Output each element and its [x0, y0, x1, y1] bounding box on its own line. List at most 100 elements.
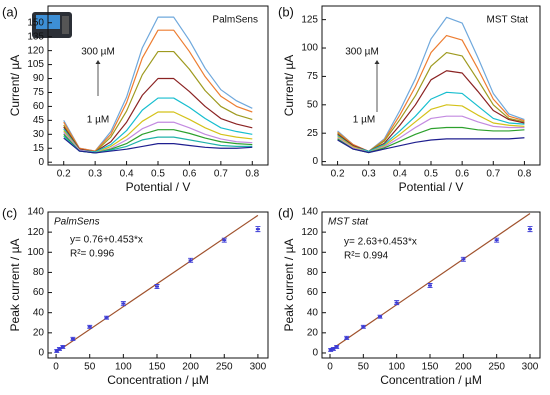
- y-tick-label: 50: [307, 99, 319, 110]
- panel-title: MST Stat: [487, 15, 529, 26]
- x-tick-label: 0.8: [517, 169, 531, 180]
- y-axis-label: Peak current / µA: [8, 239, 22, 332]
- panel-label: (b): [278, 4, 294, 19]
- curve: [63, 29, 253, 152]
- y-tick-label: 150: [27, 17, 44, 28]
- y-tick-label: 60: [33, 101, 45, 112]
- data-point: [344, 336, 349, 339]
- x-tick-label: 150: [149, 362, 166, 373]
- annotation: R²= 0.994: [344, 251, 389, 262]
- data-point: [331, 347, 336, 350]
- x-tick-label: 250: [216, 362, 233, 373]
- data-point: [255, 228, 260, 231]
- y-axis-label: Peak current / µA: [282, 239, 296, 332]
- y-axis-label: Current/ µA: [8, 55, 22, 117]
- x-tick-label: 100: [115, 362, 132, 373]
- y-tick-label: 0: [38, 348, 44, 359]
- annotation: R²= 0.996: [70, 249, 115, 260]
- curve: [63, 97, 253, 153]
- annotation: 300 µM: [81, 47, 115, 58]
- annotation: y= 2.63+0.453*x: [344, 237, 417, 248]
- y-tick-label: 30: [33, 129, 45, 140]
- panel-title: PalmSens: [54, 217, 100, 228]
- panel-label: (a): [2, 4, 18, 19]
- curve: [63, 16, 253, 152]
- y-tick-label: 100: [27, 247, 44, 258]
- x-tick-label: 0.3: [362, 169, 376, 180]
- data-point: [54, 349, 59, 352]
- panel: 0.2 0.3 0.4 0.5 0.6 0.7 0.8 0 15 30 45 60 75 90 105 120…: [2, 4, 269, 194]
- data-point: [222, 239, 227, 242]
- y-tick-label: 80: [33, 267, 45, 278]
- x-tick-label: 0: [327, 362, 333, 373]
- y-tick-label: 80: [307, 267, 319, 278]
- x-axis-label: Potential / V: [399, 180, 464, 194]
- x-tick-label: 0.7: [214, 169, 228, 180]
- y-tick-label: 20: [307, 327, 319, 338]
- data-point: [154, 285, 159, 288]
- y-tick-label: 15: [33, 143, 45, 154]
- y-tick-label: 105: [27, 59, 44, 70]
- curve: [63, 129, 253, 154]
- x-tick-label: 0.6: [182, 169, 196, 180]
- data-point: [188, 259, 193, 262]
- x-tick-label: 0.5: [151, 169, 165, 180]
- y-tick-label: 40: [307, 307, 319, 318]
- data-point: [494, 239, 499, 242]
- data-point: [394, 301, 399, 304]
- x-tick-label: 50: [358, 362, 370, 373]
- y-tick-label: 140: [27, 207, 44, 218]
- data-point: [60, 345, 65, 348]
- y-tick-label: 100: [301, 43, 318, 54]
- x-tick-label: 0.2: [331, 169, 345, 180]
- arrow-head: [374, 60, 380, 64]
- plot-frame: [321, 211, 541, 359]
- x-tick-label: 200: [182, 362, 199, 373]
- x-tick-label: 0.4: [393, 169, 407, 180]
- data-point: [528, 228, 532, 231]
- x-tick-label: 300: [250, 362, 267, 373]
- curve: [63, 137, 253, 154]
- x-tick-label: 0.5: [424, 169, 438, 180]
- data-point: [461, 258, 466, 261]
- data-point: [121, 302, 126, 305]
- panel: 0 50 100 150 200 250 300 0 20 40 60 80 100 120 140 (d) M…: [278, 205, 541, 387]
- panel-title: PalmSens: [212, 15, 258, 26]
- arrow-head: [95, 60, 101, 64]
- y-tick-label: 75: [307, 71, 319, 82]
- data-point: [87, 325, 92, 328]
- y-tick-label: 120: [27, 45, 44, 56]
- y-tick-label: 60: [307, 287, 319, 298]
- y-tick-label: 60: [33, 287, 45, 298]
- x-tick-label: 0.7: [486, 169, 500, 180]
- panel-title: MST stat: [328, 217, 369, 228]
- y-tick-label: 0: [312, 156, 318, 167]
- y-tick-label: 20: [33, 327, 45, 338]
- y-tick-label: 125: [301, 14, 318, 25]
- y-tick-label: 140: [301, 207, 318, 218]
- data-point: [428, 284, 432, 287]
- fit-line: [329, 212, 531, 351]
- y-tick-label: 45: [33, 115, 45, 126]
- device-keys: [62, 16, 69, 34]
- data-point: [57, 347, 62, 350]
- panel: 0.2 0.3 0.4 0.5 0.6 0.7 0.8 0 25 50 75 100 125 (b) MST…: [278, 4, 541, 194]
- x-tick-label: 300: [522, 362, 539, 373]
- x-tick-label: 100: [388, 362, 405, 373]
- data-point: [361, 325, 366, 328]
- plot-frame: [321, 5, 541, 166]
- x-tick-label: 0.3: [88, 169, 102, 180]
- y-tick-label: 0: [312, 348, 318, 359]
- x-tick-label: 200: [455, 362, 472, 373]
- x-tick-label: 0: [53, 362, 59, 373]
- annotation: 300 µM: [345, 47, 379, 58]
- x-axis-label: Potential / V: [126, 180, 191, 194]
- y-tick-label: 135: [27, 31, 44, 42]
- y-tick-label: 40: [33, 307, 45, 318]
- data-point: [334, 345, 339, 348]
- y-tick-label: 100: [301, 247, 318, 258]
- y-tick-label: 75: [33, 87, 45, 98]
- panel: 0 50 100 150 200 250 300 0 20 40 60 80 100 120 140 (c) P…: [2, 205, 269, 387]
- y-tick-label: 90: [33, 73, 45, 84]
